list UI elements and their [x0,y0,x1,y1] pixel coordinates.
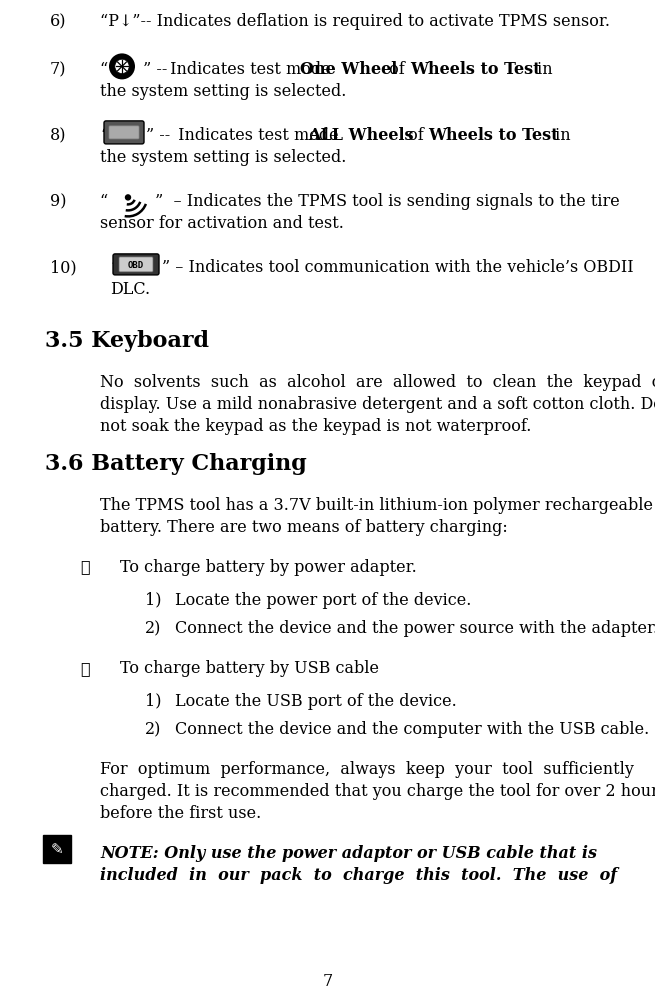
Text: in: in [550,127,571,144]
Text: ”  – Indicates the TPMS tool is sending signals to the tire: ” – Indicates the TPMS tool is sending s… [150,194,620,211]
Text: 1): 1) [145,591,162,608]
Text: ✓: ✓ [80,659,90,676]
Text: 7): 7) [50,61,67,78]
Circle shape [109,54,135,80]
Text: ALL Wheels: ALL Wheels [308,127,413,144]
Text: 10): 10) [50,259,77,276]
Text: of: of [403,127,429,144]
Text: “P↓”-- Indicates deflation is required to activate TPMS sensor.: “P↓”-- Indicates deflation is required t… [100,13,610,30]
Text: ✓: ✓ [80,558,90,575]
Text: Locate the power port of the device.: Locate the power port of the device. [175,591,472,608]
Text: One Wheel: One Wheel [300,61,397,78]
Text: 2): 2) [145,620,161,637]
Text: ” --: ” -- [146,127,170,144]
Text: display. Use a mild nonabrasive detergent and a soft cotton cloth. Do: display. Use a mild nonabrasive detergen… [100,395,655,412]
Text: “: “ [100,194,113,211]
FancyBboxPatch shape [104,121,144,144]
Text: ” – Indicates tool communication with the vehicle’s OBDII: ” – Indicates tool communication with th… [162,259,633,276]
Text: To charge battery by power adapter.: To charge battery by power adapter. [120,558,417,575]
FancyBboxPatch shape [119,258,153,273]
Text: “: “ [100,61,113,78]
Text: the system setting is selected.: the system setting is selected. [100,149,346,166]
Text: sensor for activation and test.: sensor for activation and test. [100,216,344,232]
Text: “: “ [100,127,108,144]
Text: NOTE: Only use the power adaptor or USB cable that is: NOTE: Only use the power adaptor or USB … [100,844,597,861]
Text: 6): 6) [50,13,67,30]
Text: before the first use.: before the first use. [100,804,261,821]
Text: 9): 9) [50,194,67,211]
Text: 1): 1) [145,692,162,709]
Text: “: “ [110,259,119,276]
Text: 7: 7 [322,972,333,989]
FancyBboxPatch shape [43,834,71,863]
Text: For  optimum  performance,  always  keep  your  tool  sufficiently: For optimum performance, always keep you… [100,760,634,777]
Text: OBD: OBD [128,261,144,270]
Text: Connect the device and the computer with the USB cable.: Connect the device and the computer with… [175,721,649,737]
Text: Indicates test mode: Indicates test mode [165,61,336,78]
Text: DLC.: DLC. [110,281,150,298]
FancyBboxPatch shape [109,126,139,139]
Text: Indicates test mode: Indicates test mode [173,127,344,144]
Text: 3.5 Keyboard: 3.5 Keyboard [45,330,209,352]
Text: the system setting is selected.: the system setting is selected. [100,83,346,100]
Text: battery. There are two means of battery charging:: battery. There are two means of battery … [100,519,508,536]
Text: To charge battery by USB cable: To charge battery by USB cable [120,659,379,676]
Text: Connect the device and the power source with the adapter.: Connect the device and the power source … [175,620,655,637]
Text: included  in  our  pack  to  charge  this  tool.  The  use  of: included in our pack to charge this tool… [100,866,617,883]
Text: charged. It is recommended that you charge the tool for over 2 hours: charged. It is recommended that you char… [100,782,655,799]
FancyBboxPatch shape [113,255,159,276]
Text: No  solvents  such  as  alcohol  are  allowed  to  clean  the  keypad  or: No solvents such as alcohol are allowed … [100,373,655,390]
Text: Wheels to Test: Wheels to Test [428,127,559,144]
Text: Locate the USB port of the device.: Locate the USB port of the device. [175,692,457,709]
Text: Wheels to Test: Wheels to Test [410,61,540,78]
Circle shape [115,60,129,74]
Text: of: of [384,61,410,78]
Text: not soak the keypad as the keypad is not waterproof.: not soak the keypad as the keypad is not… [100,417,531,434]
Text: 8): 8) [50,127,67,144]
Text: in: in [532,61,553,78]
Text: ” --: ” -- [138,61,168,78]
Text: 3.6 Battery Charging: 3.6 Battery Charging [45,453,307,475]
Circle shape [126,196,130,201]
Text: ✎: ✎ [50,842,64,857]
Text: 2): 2) [145,721,161,737]
Text: The TPMS tool has a 3.7V built-in lithium-ion polymer rechargeable: The TPMS tool has a 3.7V built-in lithiu… [100,496,653,514]
